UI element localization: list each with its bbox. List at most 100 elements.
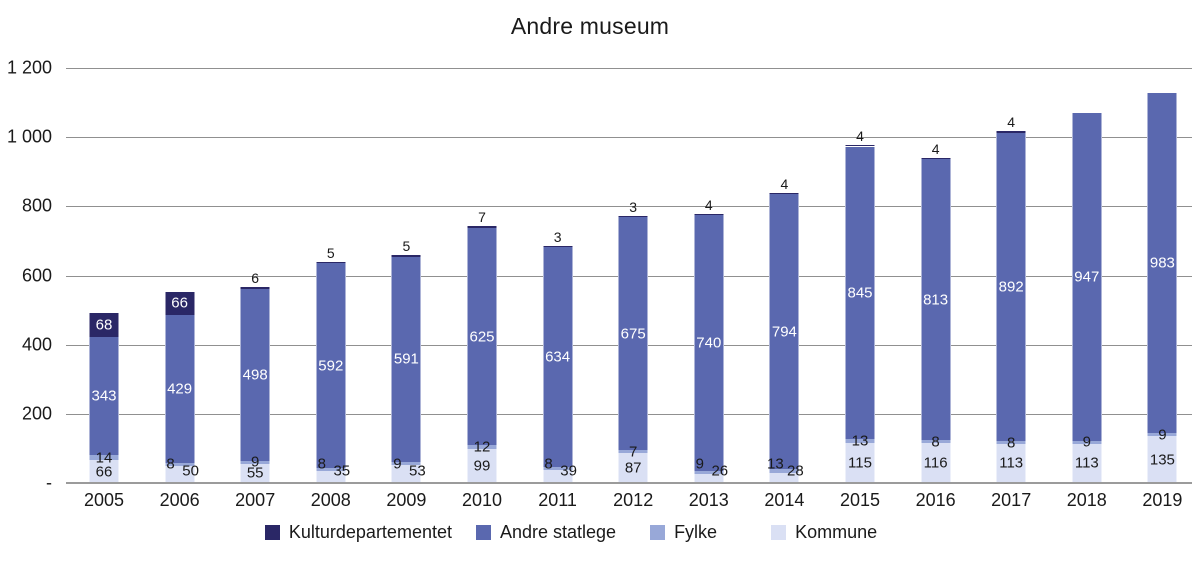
bar-segment-fylke: [1147, 433, 1178, 437]
bar-value-label: 53: [409, 462, 426, 480]
bar-segment-kommune: [845, 443, 875, 483]
legend-item: Fylke: [650, 522, 717, 543]
bar-segment-kommune: [240, 463, 271, 483]
bar-segment-fylke: [920, 440, 951, 443]
bar-segment-fylke: [618, 450, 649, 453]
bar-segment-kulturdepartementet: [315, 261, 346, 264]
bar-value-label: 116: [923, 454, 948, 472]
bar-segment-andre-statlege: [315, 263, 346, 469]
bar-segment-kulturdepartementet: [996, 131, 1027, 133]
bar-value-label: 9: [393, 455, 402, 473]
bar-value-label: 8: [317, 455, 326, 473]
bar-value-label: 794: [771, 323, 797, 341]
bar-segment-kommune: [920, 442, 951, 483]
bar-value-label: 55: [246, 464, 264, 482]
bar-value-label: 66: [95, 463, 113, 481]
bar-value-label: 39: [560, 462, 577, 480]
bar-segment-kulturdepartementet: [542, 246, 573, 248]
bar-segment-fylke: [845, 438, 875, 444]
bar-value-label: 28: [787, 462, 804, 480]
bar-segment-kulturdepartementet: [920, 157, 951, 159]
bar-segment-kommune: [391, 464, 422, 483]
bar-value-label: 8: [544, 455, 553, 473]
grid-line: [66, 137, 1192, 139]
bar-segment-fylke: [467, 444, 497, 449]
x-tick-label: 2007: [235, 490, 276, 510]
bar-value-label: 3: [629, 199, 638, 216]
bar-value-label: 634: [545, 348, 571, 366]
bar-segment-fylke: [542, 466, 573, 470]
bar-segment-kommune: [1147, 436, 1178, 483]
bar-segment-kulturdepartementet: [769, 192, 800, 195]
bar-value-label: 13: [851, 432, 869, 450]
bar-value-label: 591: [393, 350, 419, 368]
bar-value-label: 5: [326, 244, 335, 261]
bar-segment-kulturdepartementet: [164, 291, 195, 315]
bar-value-label: 8: [166, 455, 175, 473]
bar-segment-kulturdepartementet: [89, 313, 119, 337]
bar-value-label: 115: [848, 454, 872, 472]
bar-value-label: 8: [1007, 434, 1016, 452]
y-tick-label: 400: [21, 334, 52, 355]
bar-value-label: 740: [696, 334, 722, 352]
bar-value-label: 5: [402, 238, 411, 255]
bar-value-label: 429: [167, 380, 193, 398]
bar-value-label: 845: [847, 284, 873, 302]
bar-value-label: 9: [1082, 433, 1091, 451]
bar-value-label: 675: [620, 325, 646, 343]
bar-segment-kulturdepartementet: [618, 216, 649, 218]
bar-value-label: 4: [780, 175, 789, 192]
bar-segment-andre-statlege: [542, 247, 573, 467]
bar-segment-kulturdepartementet: [240, 286, 271, 289]
bar-segment-andre-statlege: [845, 146, 875, 439]
x-tick-label: 2018: [1066, 490, 1107, 510]
bar-segment-andre-statlege: [164, 314, 195, 463]
bar-value-label: 9: [1158, 426, 1167, 444]
bar-value-label: 343: [91, 387, 117, 405]
bar-value-label: 13: [767, 455, 784, 473]
bar-value-label: 4: [704, 196, 713, 213]
bar-value-label: 35: [333, 462, 351, 480]
bar-value-label: 4: [1007, 114, 1016, 131]
bar-value-label: 135: [1149, 451, 1175, 469]
bar-value-label: 66: [171, 294, 188, 312]
bar-segment-andre-statlege: [89, 336, 119, 456]
bar-value-label: 9: [251, 453, 260, 471]
bar-value-label: 14: [95, 449, 113, 467]
bar-segment-fylke: [996, 441, 1027, 444]
bar-value-label: 26: [711, 462, 729, 480]
legend-item: Andre statlege: [475, 522, 616, 543]
bar-segment-andre-statlege: [769, 194, 800, 469]
x-tick-label: 2015: [839, 490, 881, 510]
bar-value-label: 113: [999, 454, 1024, 472]
bar-value-label: 592: [318, 357, 344, 375]
x-tick-label: 2009: [386, 490, 427, 510]
legend: Kulturdepartementet Andre statlege Fylke Ko…: [0, 522, 1142, 543]
bar-value-label: 625: [469, 328, 495, 346]
x-tick-label: 2010: [461, 490, 503, 510]
bar-segment-andre-statlege: [1147, 93, 1178, 434]
bar-segment-kommune: [693, 474, 724, 483]
bar-segment-andre-statlege: [467, 228, 497, 445]
bar-segment-fylke: [240, 460, 271, 464]
legend-label: Fylke: [674, 522, 718, 542]
x-tick-label: 2008: [310, 490, 351, 510]
x-tick-label: 2011: [538, 490, 577, 510]
bar-value-label: 7: [629, 443, 638, 461]
bar-value-label: 68: [95, 316, 113, 334]
bar-segment-andre-statlege: [920, 158, 951, 441]
bar-segment-kulturdepartementet: [693, 213, 724, 215]
bar-segment-kommune: [164, 465, 195, 483]
legend-item: Kommune: [771, 522, 877, 543]
legend-swatch-icon: [771, 525, 787, 540]
bar-value-label: 983: [1149, 254, 1175, 272]
bar-value-label: 4: [856, 128, 864, 145]
y-tick-label: 800: [21, 195, 52, 216]
bar-segment-andre-statlege: [240, 288, 271, 461]
bar-value-label: 947: [1074, 268, 1100, 286]
x-tick-label: 2013: [688, 490, 729, 510]
bar-segment-andre-statlege: [391, 257, 422, 462]
bar-segment-andre-statlege: [996, 132, 1027, 442]
bar-value-label: 12: [473, 438, 491, 456]
bar-value-label: 87: [624, 459, 642, 477]
